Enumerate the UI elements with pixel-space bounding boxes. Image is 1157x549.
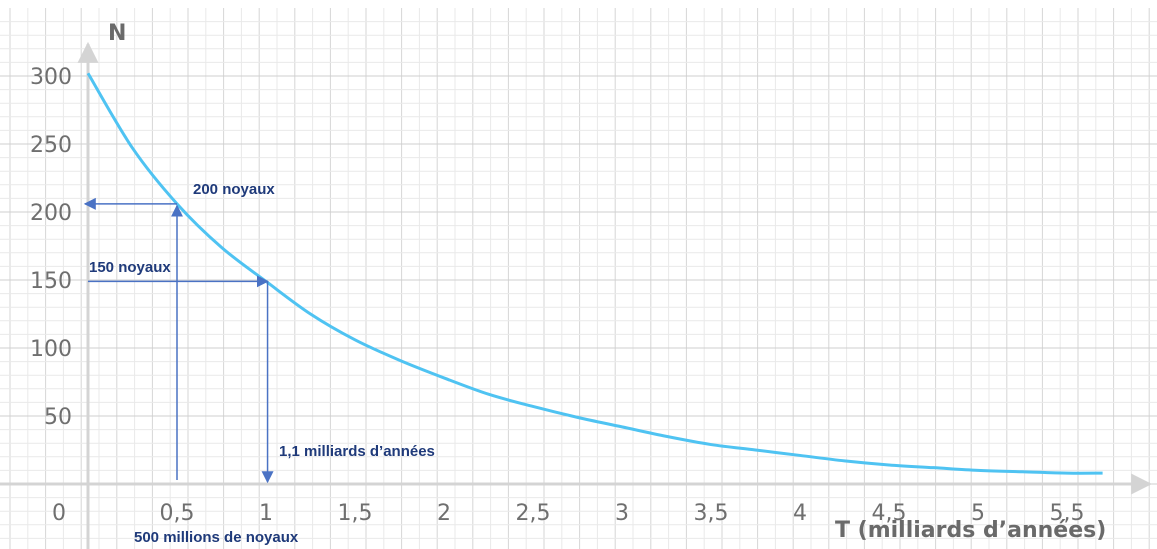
x-tick-label: 1,5 xyxy=(338,501,373,526)
grid xyxy=(0,8,1157,549)
y-tick-label: 200 xyxy=(30,201,72,226)
x-tick-label: 4,5 xyxy=(872,501,907,526)
x-tick-label: 0,5 xyxy=(160,501,195,526)
y-tick-label: 100 xyxy=(30,337,72,362)
annotation-150-noyaux: 150 noyaux xyxy=(89,259,171,276)
annotation-1-1-milliards: 1,1 milliards d’années xyxy=(279,443,435,460)
series-line xyxy=(86,72,1103,475)
decay-curve xyxy=(86,72,1103,475)
x-tick-label: 3 xyxy=(615,501,629,526)
annotation-500-millions: 500 millions de noyaux xyxy=(134,529,299,546)
x-tick-label: 4 xyxy=(793,501,807,526)
y-tick-label: 50 xyxy=(44,405,72,430)
x-tick-label: 5 xyxy=(971,501,985,526)
x-tick-label: 1 xyxy=(259,501,273,526)
x-tick-label: 3,5 xyxy=(694,501,729,526)
y-tick-label: 250 xyxy=(30,133,72,158)
x-tick-label: 2 xyxy=(437,501,451,526)
x-tick-label: 2,5 xyxy=(516,501,551,526)
axes xyxy=(0,41,1153,549)
annotations xyxy=(83,197,274,484)
y-tick-label: 150 xyxy=(30,269,72,294)
y-axis-label: N xyxy=(108,21,126,46)
annotation-200-noyaux: 200 noyaux xyxy=(193,181,275,198)
y-tick-label: 300 xyxy=(30,65,72,90)
x-axis-label: T (milliards d’années) xyxy=(835,518,1106,543)
origin-label: 0 xyxy=(52,501,66,526)
x-tick-label: 5,5 xyxy=(1050,501,1085,526)
tick-labels: 0,5 1 1,5 2 2,5 3 3,5 4 4,5 5 5,5 50 100 150 200 250 300 xyxy=(30,65,1085,526)
